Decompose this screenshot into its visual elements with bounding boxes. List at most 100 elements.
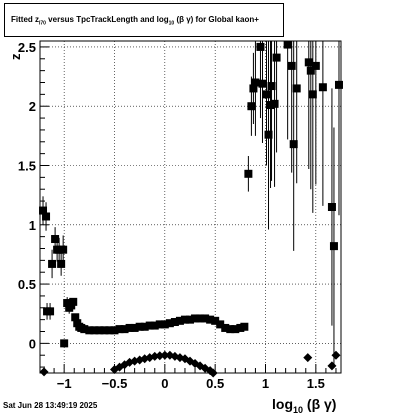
x-tick-label: 0: [161, 376, 168, 391]
data-point-square: [191, 314, 200, 323]
x-axis-label-main: log: [272, 396, 293, 412]
data-point-square: [249, 84, 258, 93]
data-point-square: [175, 316, 184, 325]
data-point-square: [170, 318, 179, 327]
data-point-square: [201, 314, 210, 323]
data-point-square: [63, 299, 72, 308]
data-point-diamond: [327, 361, 337, 371]
data-point-square: [240, 322, 249, 331]
data-point-square: [258, 79, 267, 88]
x-tick-label: −1: [57, 376, 72, 391]
data-point-square: [71, 313, 80, 322]
data-point-square: [180, 315, 189, 324]
data-point-square: [59, 245, 68, 254]
data-point-square: [115, 325, 124, 334]
data-point-square: [160, 320, 169, 329]
data-point-square: [264, 130, 273, 139]
data-point-square: [216, 320, 225, 329]
data-point-square: [270, 99, 279, 108]
data-point-square: [42, 212, 51, 221]
data-point-square: [60, 339, 69, 348]
data-point-square: [206, 315, 215, 324]
title-sub-2: 10: [168, 20, 175, 27]
data-point-diamond: [331, 350, 341, 360]
y-tick-label: 2.5: [18, 40, 36, 55]
data-point-square: [51, 235, 60, 244]
title-part-2: versus TpcTrackLength and log: [45, 15, 169, 24]
x-tick-label: −0.5: [102, 376, 128, 391]
title-part-1: Fitted z: [11, 15, 39, 24]
plot-frame: [39, 40, 342, 374]
data-point-square: [69, 297, 78, 306]
data-point-square: [196, 314, 205, 323]
data-point-square: [304, 58, 313, 67]
data-point-square: [236, 323, 245, 332]
data-points: [39, 40, 343, 378]
y-tick-label: 1.5: [18, 159, 36, 174]
data-point-square: [267, 82, 276, 91]
data-point-square: [247, 102, 256, 111]
data-point-diamond: [303, 353, 313, 363]
x-tick-label: 1: [262, 376, 269, 391]
x-axis-label-sub: 10: [293, 405, 303, 414]
data-point-square: [251, 78, 260, 87]
y-axis-label: z: [8, 53, 23, 60]
data-point-square: [185, 315, 194, 324]
data-point-square: [48, 259, 57, 268]
title-sub-1: I70: [39, 20, 46, 27]
data-point-square: [150, 321, 159, 330]
data-point-square: [231, 325, 240, 334]
data-point-square: [105, 326, 114, 335]
chart-title-box: Fitted zI70 versus TpcTrackLength and lo…: [4, 3, 284, 37]
data-point-square: [311, 61, 320, 70]
data-point-square: [221, 323, 230, 332]
data-point-square: [95, 326, 104, 335]
x-tick-label: 1.5: [307, 376, 325, 391]
data-point-square: [289, 140, 298, 149]
chart-title: Fitted zI70 versus TpcTrackLength and lo…: [11, 15, 259, 27]
data-point-square: [329, 242, 338, 251]
data-point-square: [287, 61, 296, 70]
x-axis-label-rest: (β γ): [303, 396, 336, 412]
data-point-square: [90, 326, 99, 335]
y-tick-label: 1: [29, 218, 36, 233]
data-point-square: [57, 259, 66, 268]
data-point-square: [125, 323, 134, 332]
data-point-square: [244, 169, 253, 178]
data-point-square: [120, 325, 129, 334]
timestamp: Sat Jun 28 13:49:19 2025: [3, 401, 98, 410]
y-tick-label: 0: [29, 336, 36, 351]
data-point-square: [80, 325, 89, 334]
data-point-square: [256, 42, 265, 51]
data-point-square: [266, 101, 275, 110]
data-point-square: [155, 320, 164, 329]
y-tick-label: 0.5: [18, 277, 36, 292]
y-tick-label: 2: [29, 99, 36, 114]
x-axis-label: log10 (β γ): [272, 396, 336, 414]
x-tick-label: 0.5: [206, 376, 224, 391]
title-part-3: (β γ) for Global kaon+: [174, 15, 259, 24]
data-point-square: [55, 245, 64, 254]
data-point-square: [100, 326, 109, 335]
data-point-square: [318, 83, 327, 92]
data-point-square: [211, 316, 220, 325]
data-point-square: [262, 90, 271, 99]
data-point-square: [46, 307, 55, 316]
data-point-square: [272, 53, 281, 62]
axes: −1 −0.5 0 0.5 1 1.5 0 0.5 1 1.5 2 2.5: [18, 40, 342, 391]
data-point-square: [165, 319, 174, 328]
data-point-square: [283, 40, 292, 49]
data-point-square: [135, 322, 144, 331]
data-point-square: [39, 206, 48, 215]
data-point-square: [140, 322, 149, 331]
data-point-square: [334, 80, 343, 89]
data-point-square: [306, 66, 315, 75]
data-point-square: [85, 326, 94, 335]
data-point-square: [145, 321, 154, 330]
data-point-square: [110, 326, 119, 335]
data-point-diamond: [160, 350, 170, 360]
data-point-square: [308, 90, 317, 99]
data-point-square: [327, 203, 336, 211]
data-point-square: [226, 325, 235, 334]
